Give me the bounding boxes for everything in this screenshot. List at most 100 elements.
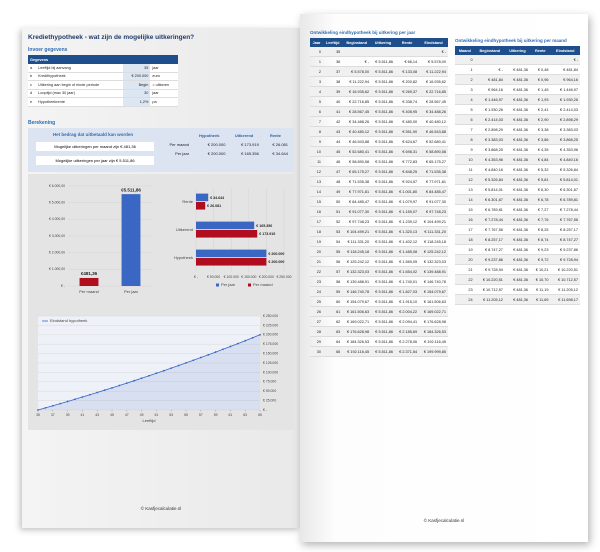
marker: [148, 374, 150, 377]
table-cell: 21: [310, 256, 324, 267]
table-cell: € 5.511,86: [371, 76, 395, 87]
left-page: Krediethypotheek - wat zijn de mogelijke…: [22, 28, 300, 528]
table-cell: € 34.488,26: [419, 106, 448, 117]
table-cell: € 58.890,58: [342, 156, 372, 167]
table-cell: € 5.511,86: [371, 126, 395, 137]
table-cell: € 176.628,98: [419, 316, 448, 327]
table-cell: € 200.000: [207, 142, 226, 147]
table-cell: 3: [455, 84, 475, 95]
table-cell: 57: [323, 266, 343, 277]
header-cell: Rente: [269, 133, 281, 138]
table-cell: € 16.935,62: [342, 86, 372, 97]
marker: [66, 400, 69, 403]
table-cell: € 97.748,23: [419, 206, 448, 217]
table-row: 30 65 € 192.116,45 € 5.511,86 € 2.371,54 € 19…: [310, 346, 448, 357]
table-cell: jaar: [150, 89, 178, 98]
table-cell: € 481,36: [504, 154, 531, 165]
table-cell: € 5,81: [530, 174, 551, 185]
y-tick-label: € 1.000,00: [49, 267, 65, 271]
table-cell: € 154.079,67: [342, 296, 372, 307]
table-cell: 12: [310, 166, 324, 177]
table-cell: € 1,45: [530, 84, 551, 95]
table-cell: 11: [310, 156, 324, 167]
x-tick-label: 63: [243, 413, 247, 417]
table-cell: € 964,16: [550, 74, 580, 85]
table-row: 4 39 € 16.935,62 € 5.511,86 € 269,37 € 22.716…: [310, 86, 448, 97]
table-row: 5 € 1.930,26 € 481,36 € 2,41 € 2.414,03: [455, 104, 580, 115]
table-cell: 55: [323, 246, 343, 257]
table-row: 6 41 € 28.567,45 € 5.511,86 € 408,95 € 34.488…: [310, 106, 448, 117]
table-cell: 12: [455, 174, 475, 185]
marker: [81, 396, 84, 398]
table-cell: € 6.789,81: [474, 204, 505, 215]
table-cell: 14: [455, 194, 475, 205]
table-cell: 59: [323, 286, 343, 297]
monthly-table: Maand Beginstand Uitkering Rente Eindstand 0 €…: [455, 46, 580, 305]
x-tick-label: 43: [95, 413, 99, 417]
table-row: 8 € 3.383,03 € 481,36 € 3,86 € 3.868,25: [455, 134, 580, 145]
table-cell: € 481,36: [504, 284, 531, 295]
value-label: € 165.356: [256, 224, 272, 228]
y-tick-label: € 250.000: [263, 314, 278, 318]
table-cell: € 481,36: [504, 174, 531, 185]
table-cell: € 1.079,97: [394, 196, 420, 207]
table-cell: Kredithypotheek: [36, 72, 123, 81]
y-tick-label: € -: [61, 284, 65, 288]
table-cell: € 481,36: [504, 244, 531, 255]
y-tick-label: € 6.000,00: [49, 184, 65, 188]
table-cell: 42: [323, 116, 343, 127]
x-tick-label: 55: [184, 413, 188, 417]
header-cell: Gegevens: [28, 55, 178, 64]
table-cell: 64: [323, 336, 343, 347]
header-cell: Leeftijd: [323, 38, 343, 47]
table-cell: 11: [455, 164, 475, 175]
table-cell: € 3.383,03: [474, 134, 505, 145]
header-row: Jaar Leeftijd Beginstand Uitkering Rente Eind…: [310, 38, 448, 47]
table-cell: € 4.353,96: [474, 154, 505, 165]
table-row: 9 € 3.868,25 € 481,36 € 4,35 € 4.353,96: [455, 144, 580, 155]
table-cell: € 5.511,86: [371, 336, 395, 347]
category-label: Rente: [182, 199, 193, 204]
table-cell: € 5.578,00: [342, 66, 372, 77]
table-cell: Looptijd (max 30 jaar): [36, 89, 123, 98]
marker: [37, 409, 39, 411]
table-cell: € 52.680,41: [419, 136, 448, 147]
table-row: Per jaar € 200.000 € 165.356 € 34.644: [156, 149, 290, 158]
table-cell: € 7.278,44: [474, 214, 505, 225]
table-cell: € 2.898,29: [474, 124, 505, 135]
table-cell: € 3,86: [530, 134, 551, 145]
header-cell: Jaar: [310, 38, 324, 47]
table-cell: 15: [455, 204, 475, 215]
table-cell: € 481,36: [504, 204, 531, 215]
header-cell: Maand: [455, 46, 475, 55]
bar: [196, 230, 258, 238]
x-tick-label: € 100.000: [224, 275, 239, 279]
table-cell: 13: [455, 184, 475, 195]
table-row: 21 56 € 125.242,12 € 5.511,86 € 1.569,05 € 13…: [310, 256, 448, 267]
table-cell: € 4.840,16: [550, 154, 580, 165]
table-cell: € 7.278,44: [550, 204, 580, 215]
y-tick-label: € -: [263, 408, 267, 412]
table-row: 2 € 481,84 € 481,36 € 0,96 € 964,16: [455, 74, 580, 85]
x-tick-label: € 50.000: [207, 275, 220, 279]
table-cell: 49: [323, 186, 343, 197]
table-cell: 44: [323, 136, 343, 147]
table-cell: € 1.740,01: [394, 276, 420, 287]
table-cell: € 3,38: [530, 124, 551, 135]
table-cell: € 2,41: [530, 104, 551, 115]
table-cell: € 481,36: [504, 64, 531, 75]
table-cell: € 848,25: [394, 166, 420, 177]
table-cell: 17: [455, 224, 475, 235]
table-cell: Per maand: [169, 142, 190, 147]
table-cell: € 1.159,07: [394, 206, 420, 217]
footer: © Kasfjecalculatie.nl: [140, 506, 182, 511]
table-cell: € 772,83: [394, 156, 420, 167]
table-cell: 35: [323, 47, 343, 57]
table-cell: € 481,36: [504, 214, 531, 225]
table-cell: € 6.301,67: [550, 184, 580, 195]
table-cell: € 169.022,71: [342, 316, 372, 327]
table-cell: € 5.511,86: [371, 96, 395, 107]
table-cell: € 10,70: [530, 274, 551, 285]
header-row: Hypotheek Uitkerend Rente: [156, 131, 290, 140]
marker: [236, 342, 239, 345]
